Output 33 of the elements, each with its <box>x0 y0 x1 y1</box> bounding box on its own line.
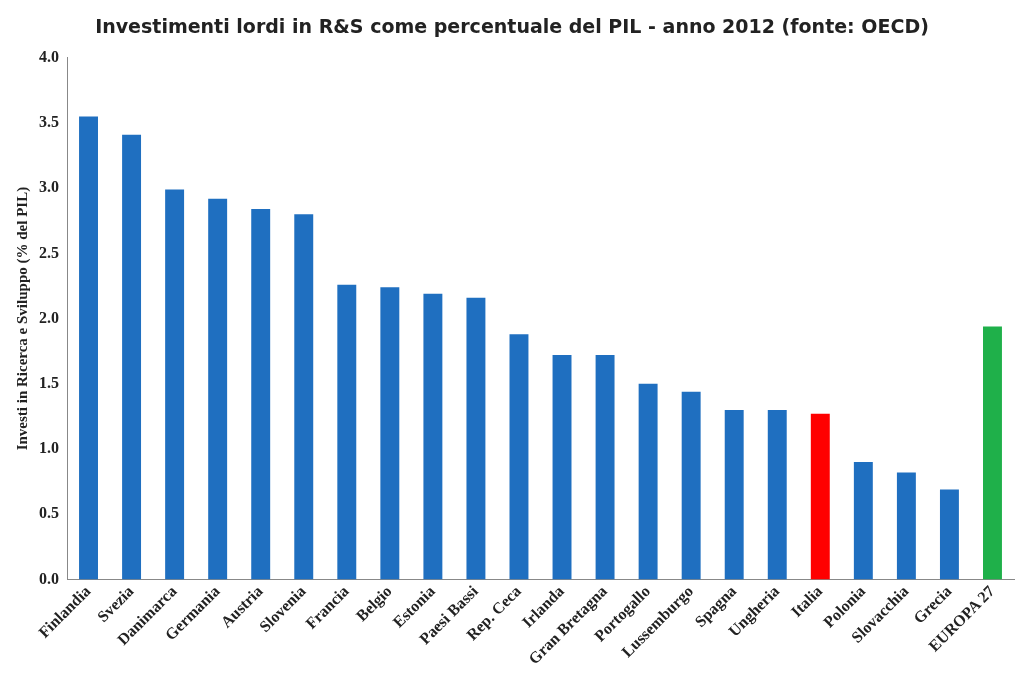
y-tick-label: 3.0 <box>39 178 59 196</box>
chart-title: Investimenti lordi in R&S come percentuale del PIL - anno 2012 (fonte: OECD) <box>95 15 929 38</box>
bar <box>681 391 701 580</box>
bar <box>552 355 572 580</box>
bar <box>208 198 228 580</box>
bar <box>165 189 185 580</box>
y-tick-label: 4.0 <box>39 47 59 65</box>
bar <box>767 409 787 580</box>
y-tick-label: 2.0 <box>39 308 59 326</box>
bar <box>896 472 916 580</box>
y-tick-label: 3.5 <box>39 113 59 131</box>
bar <box>810 413 830 580</box>
bar <box>380 287 400 580</box>
bar <box>939 489 959 580</box>
y-tick-label: 0.5 <box>39 504 59 522</box>
y-tick-label: 2.5 <box>39 243 59 261</box>
bar <box>251 209 271 580</box>
bar <box>853 462 873 580</box>
y-tick-label: 1.5 <box>39 373 59 391</box>
bar <box>983 326 1002 580</box>
bar <box>638 383 658 580</box>
bar <box>724 409 744 580</box>
bar <box>337 284 357 580</box>
y-tick-label: 1.0 <box>39 439 59 457</box>
bar <box>423 293 443 580</box>
y-tick-label: 0.0 <box>39 569 59 587</box>
y-axis-title: Investi in Ricerca e Sviluppo (% del PIL) <box>13 186 31 451</box>
bar <box>509 334 529 580</box>
bar <box>466 297 486 580</box>
bar <box>595 355 615 580</box>
bar <box>122 134 142 580</box>
bar <box>294 214 314 580</box>
bar <box>79 116 98 580</box>
